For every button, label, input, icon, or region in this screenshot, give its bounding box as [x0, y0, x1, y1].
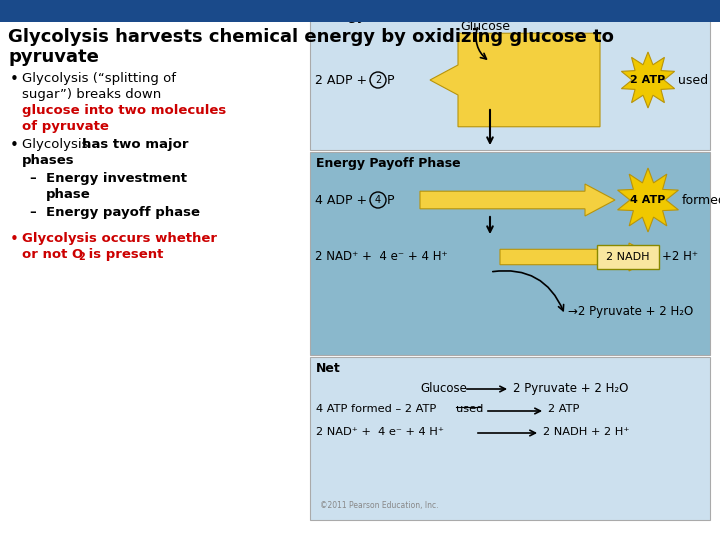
Text: 2 NAD⁺ +  4 е⁻ + 4 H⁺: 2 NAD⁺ + 4 е⁻ + 4 H⁺	[315, 251, 448, 264]
Text: +2 H⁺: +2 H⁺	[662, 251, 698, 264]
Text: 4: 4	[375, 195, 381, 205]
Text: 4 ADP +: 4 ADP +	[315, 193, 367, 206]
Text: Energy Investment Phase: Energy Investment Phase	[316, 10, 495, 23]
Text: 2 ADP +: 2 ADP +	[315, 73, 367, 86]
Text: 2 NAD⁺ +  4 е⁻ + 4 H⁺: 2 NAD⁺ + 4 е⁻ + 4 H⁺	[316, 427, 444, 437]
Bar	[310, 5, 710, 150]
Text: glucose into two molecules: glucose into two molecules	[22, 104, 226, 117]
Bar	[0, 0, 720, 22]
Text: Glycolysis harvests chemical energy by oxidizing glucose to: Glycolysis harvests chemical energy by o…	[8, 28, 614, 46]
Text: →2 Pyruvate + 2 H₂O: →2 Pyruvate + 2 H₂O	[568, 306, 693, 319]
Text: has two major: has two major	[82, 138, 189, 151]
FancyBboxPatch shape	[597, 245, 659, 269]
Text: 4 ATP: 4 ATP	[630, 195, 666, 205]
Text: P: P	[387, 73, 395, 86]
Text: 2 ATP: 2 ATP	[548, 404, 580, 414]
Polygon shape	[621, 52, 675, 108]
Text: is present: is present	[84, 248, 163, 261]
Text: Energy Payoff Phase: Energy Payoff Phase	[316, 157, 461, 170]
Text: Glucose: Glucose	[420, 382, 467, 395]
Text: Glycolysis (“splitting of: Glycolysis (“splitting of	[22, 72, 176, 85]
Text: 2: 2	[78, 252, 85, 262]
Text: 2 ATP: 2 ATP	[631, 75, 665, 85]
Text: Glycolysis occurs whether: Glycolysis occurs whether	[22, 232, 217, 245]
Text: 2: 2	[375, 75, 381, 85]
Text: Glycolysis: Glycolysis	[22, 138, 93, 151]
Text: •: •	[10, 138, 19, 153]
Text: sugar”) breaks down: sugar”) breaks down	[22, 88, 161, 101]
Text: phase: phase	[46, 188, 91, 201]
Text: of pyruvate: of pyruvate	[22, 120, 109, 133]
Text: phases: phases	[22, 154, 75, 167]
Polygon shape	[420, 184, 615, 216]
Text: or not O: or not O	[22, 248, 84, 261]
Text: used: used	[678, 73, 708, 86]
Text: used: used	[456, 404, 483, 414]
Text: 2 Pyruvate + 2 H₂O: 2 Pyruvate + 2 H₂O	[513, 382, 629, 395]
Text: Glucose: Glucose	[460, 20, 510, 33]
Text: ©2011 Pearson Education, Inc.: ©2011 Pearson Education, Inc.	[320, 501, 438, 510]
Text: •: •	[10, 72, 19, 87]
Polygon shape	[618, 168, 678, 232]
Text: 4 ATP formed – 2 ATP: 4 ATP formed – 2 ATP	[316, 404, 436, 414]
Text: formed: formed	[682, 193, 720, 206]
Polygon shape	[430, 33, 600, 127]
Text: 2 NADH: 2 NADH	[606, 252, 649, 262]
Text: •: •	[10, 232, 19, 247]
Text: 2 NADH + 2 H⁺: 2 NADH + 2 H⁺	[543, 427, 629, 437]
Bar	[310, 152, 710, 355]
Text: –  Energy investment: – Energy investment	[30, 172, 187, 185]
Text: P: P	[387, 193, 395, 206]
Polygon shape	[500, 243, 655, 271]
Text: –  Energy payoff phase: – Energy payoff phase	[30, 206, 200, 219]
Text: Net: Net	[316, 362, 341, 375]
Text: pyruvate: pyruvate	[8, 48, 99, 66]
Bar	[310, 357, 710, 520]
